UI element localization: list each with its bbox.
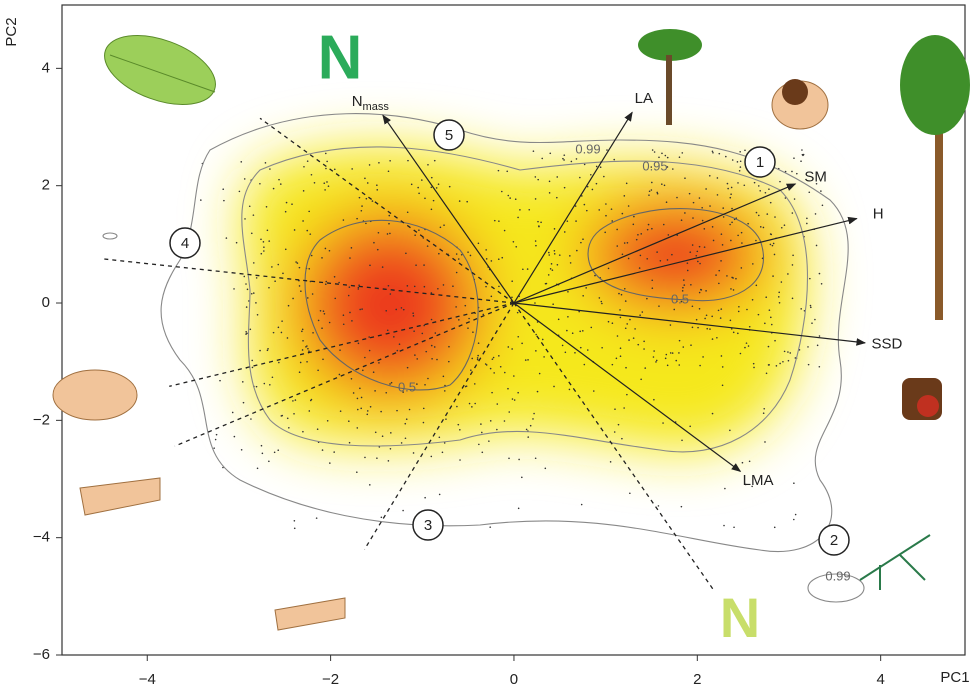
- loading-arrow: [513, 111, 633, 304]
- circled-number: 3: [424, 517, 432, 534]
- loading-arrow: [513, 302, 742, 472]
- circled-number: 4: [181, 235, 189, 252]
- dashed-line: [174, 302, 515, 447]
- loading-arrow: [382, 114, 515, 304]
- arrow-label-main: SM: [804, 169, 827, 186]
- circled-number: 1: [756, 154, 764, 171]
- y-tick-label: 4: [42, 59, 50, 76]
- x-tick-label: −4: [139, 671, 156, 688]
- arrow-label: LMA: [743, 472, 774, 489]
- y-tick-label: −4: [33, 529, 50, 546]
- arrow-label-main: SSD: [872, 336, 903, 353]
- arrow-label-main: LMA: [743, 472, 774, 489]
- loading-arrow: [513, 183, 797, 304]
- circled-number: 5: [445, 127, 453, 144]
- x-tick-label: 0: [510, 671, 518, 688]
- nitrogen-icon: N: [318, 23, 363, 92]
- dashed-line: [169, 302, 515, 387]
- y-tick-label: 2: [42, 177, 50, 194]
- arrow-label: SM: [804, 169, 827, 186]
- y-tick-label: 0: [42, 294, 50, 311]
- y-tick-label: −2: [33, 411, 50, 428]
- nitrogen-icon: N: [720, 586, 760, 649]
- contour-label: 0.95: [642, 158, 667, 173]
- dashed-line: [513, 302, 716, 593]
- arrow-label: H: [873, 206, 884, 223]
- contour-label: 0.99: [575, 141, 600, 156]
- loading-arrow: [513, 216, 858, 304]
- arrow-label-main: N: [352, 93, 363, 110]
- contour-label: 0.5: [398, 379, 416, 394]
- contour-label: 0.99: [825, 568, 850, 583]
- number-circle: [744, 146, 776, 178]
- x-tick-label: 4: [876, 671, 884, 688]
- loading-arrow: [513, 302, 867, 346]
- number-circle: [169, 227, 201, 259]
- y-tick-label: −6: [33, 646, 50, 663]
- density: [241, 146, 808, 452]
- arrow-label-sub: mass: [363, 101, 390, 113]
- contours: [102, 113, 865, 603]
- arrow-label-main: H: [873, 206, 884, 223]
- arrow-label: LA: [635, 90, 653, 107]
- arrow-label: Nmass: [352, 93, 390, 113]
- arrow-label-main: LA: [635, 90, 653, 107]
- circled-number: 2: [830, 532, 838, 549]
- icons: [52, 29, 970, 631]
- dashed-line: [363, 302, 515, 550]
- y-axis-label: PC2: [3, 17, 20, 46]
- number-circle: [433, 119, 465, 151]
- number-circle: [818, 524, 850, 556]
- x-axis-label: PC1: [940, 669, 969, 686]
- number-circle: [412, 509, 444, 541]
- contour-label: 0.5: [671, 291, 689, 306]
- x-tick-label: 2: [693, 671, 701, 688]
- arrow-label: SSD: [872, 336, 903, 353]
- x-tick-label: −2: [322, 671, 339, 688]
